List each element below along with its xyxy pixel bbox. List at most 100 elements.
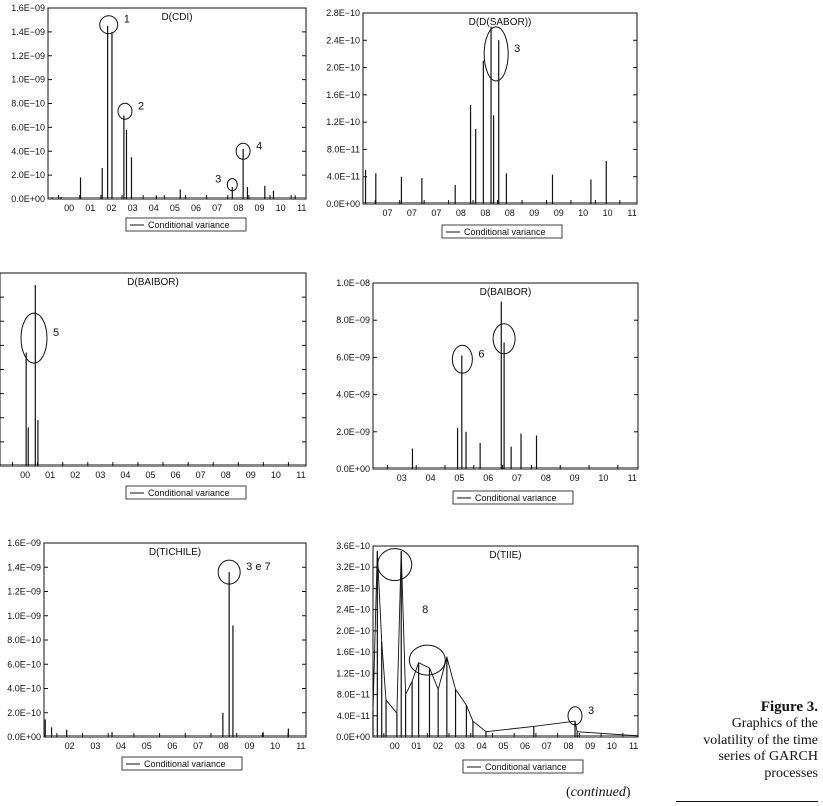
x-tick-label: 10 bbox=[270, 741, 280, 751]
x-tick-label: 04 bbox=[477, 741, 487, 751]
annotation-label: 3 bbox=[514, 43, 520, 55]
figure-description-line: Graphics of the bbox=[731, 716, 818, 731]
x-tick-label: 07 bbox=[212, 203, 222, 213]
x-tick-label: 11 bbox=[629, 741, 638, 751]
x-tick-label: 03 bbox=[90, 741, 100, 751]
chart-title: D(TICHILE) bbox=[149, 547, 201, 558]
x-tick-label: 02 bbox=[70, 470, 80, 480]
caption-rule bbox=[676, 801, 818, 802]
x-tick-label: 07 bbox=[542, 741, 552, 751]
y-tick-label: 0.0E+00 bbox=[326, 199, 360, 209]
x-tick-label: 03 bbox=[95, 470, 105, 480]
figure-description-line: processes bbox=[764, 765, 818, 781]
x-tick-label: 07 bbox=[193, 741, 203, 751]
x-tick-label: 10 bbox=[598, 473, 608, 483]
y-tick-label: 1.6E−10 bbox=[336, 647, 370, 657]
x-tick-label: 07 bbox=[196, 470, 206, 480]
legend-box bbox=[125, 485, 247, 500]
annotation-label: 1 bbox=[124, 14, 130, 26]
x-tick-label: 02 bbox=[433, 741, 443, 751]
x-tick-label: 10 bbox=[603, 208, 613, 218]
x-tick-label: 03 bbox=[455, 741, 465, 751]
y-tick-label: 4.0E−11 bbox=[337, 711, 370, 721]
legend-label: Conditional variance bbox=[144, 759, 226, 769]
x-tick-label: 08 bbox=[541, 473, 551, 483]
y-tick-label: 4.0E−10 bbox=[7, 684, 41, 694]
x-tick-label: 06 bbox=[520, 741, 530, 751]
x-tick-label: 01 bbox=[45, 470, 55, 480]
x-tick-label: 10 bbox=[578, 208, 588, 218]
y-tick-label: 1.6E−10 bbox=[326, 90, 360, 100]
plot-frame bbox=[0, 272, 307, 467]
legend-label: Conditional variance bbox=[485, 762, 567, 772]
y-tick-label: 1.2E−10 bbox=[326, 117, 360, 127]
series-line bbox=[372, 551, 639, 737]
y-tick-label: 0.0E+00 bbox=[336, 732, 370, 742]
chart-baibor-b: 1.0E−08 8.0E−09 6.0E−09 4.0E−09 2.0E−09 0.0E+… bbox=[336, 278, 639, 505]
legend-box bbox=[441, 224, 563, 239]
legend-box bbox=[121, 756, 243, 771]
continued-note: (continued) bbox=[566, 785, 631, 800]
x-tick-label: 05 bbox=[142, 741, 152, 751]
y-tick-label: 4.0E−10 bbox=[11, 146, 45, 156]
x-tick-label: 08 bbox=[456, 208, 466, 218]
y-tick-label: 1.2E−09 bbox=[11, 51, 45, 61]
x-tick-label: 06 bbox=[167, 741, 177, 751]
x-tick-label: 07 bbox=[382, 208, 392, 218]
y-tick-label: 0.0E+00 bbox=[11, 194, 45, 204]
annotation-circle bbox=[226, 178, 238, 192]
x-tick-label: 05 bbox=[145, 470, 155, 480]
x-tick-label: 00 bbox=[390, 741, 400, 751]
x-tick-label: 04 bbox=[116, 741, 126, 751]
y-tick-label: 1.2E−10 bbox=[336, 668, 370, 678]
annotation-circle bbox=[483, 26, 509, 82]
x-tick-label: 11 bbox=[297, 203, 306, 213]
x-tick-label: 11 bbox=[296, 470, 305, 480]
x-tick-label: 08 bbox=[233, 203, 243, 213]
y-tick-label: 2.0E−10 bbox=[326, 63, 360, 73]
chart-sabor: 2.8E−10 2.4E−10 2.0E−10 1.6E−10 1.2E−10 8.0E−… bbox=[326, 8, 638, 239]
annotation-label: 3 e 7 bbox=[246, 561, 270, 573]
y-tick-label: 3.6E−10 bbox=[336, 541, 370, 551]
legend-label: Conditional variance bbox=[464, 227, 546, 237]
figure-description-line: series of GARCH bbox=[718, 749, 818, 764]
x-tick-label: 07 bbox=[431, 208, 441, 218]
annotation-circle bbox=[492, 323, 516, 355]
x-tick-label: 08 bbox=[505, 208, 515, 218]
x-tick-label: 08 bbox=[480, 208, 490, 218]
annotation-label: 8 bbox=[422, 604, 428, 616]
plot-frame bbox=[47, 7, 307, 200]
x-tick-label: 02 bbox=[65, 741, 75, 751]
y-tick-label: 2.0E−10 bbox=[336, 626, 370, 636]
x-tick-label: 07 bbox=[407, 208, 417, 218]
y-tick-label: 0.0E+00 bbox=[7, 732, 41, 742]
legend-label: Conditional variance bbox=[148, 220, 230, 230]
legend-box bbox=[452, 490, 574, 505]
y-tick-label: 4.0E−11 bbox=[327, 172, 360, 182]
y-tick-label: 6.0E−10 bbox=[11, 122, 45, 132]
annotation-label: 4 bbox=[256, 140, 262, 152]
x-tick-label: 09 bbox=[529, 208, 539, 218]
x-tick-label: 11 bbox=[296, 741, 305, 751]
x-tick-label: 09 bbox=[254, 203, 264, 213]
chart-title: D(TIIE) bbox=[489, 550, 521, 561]
plot-frame bbox=[372, 545, 639, 738]
x-tick-label: 03 bbox=[128, 203, 138, 213]
y-tick-label: 0.0E+00 bbox=[336, 464, 370, 474]
y-tick-label: 2.4E−10 bbox=[336, 605, 370, 615]
annotation-circle bbox=[567, 706, 583, 726]
x-tick-label: 09 bbox=[554, 208, 564, 218]
chart-title: D(D(SABOR)) bbox=[469, 17, 532, 28]
chart-title: D(BAIBOR) bbox=[480, 287, 532, 298]
x-tick-label: 00 bbox=[20, 470, 30, 480]
annotation-label: 5 bbox=[53, 327, 59, 339]
chart-tiie: 3.6E−10 3.2E−10 2.8E−10 2.4E−10 2.0E−10 1.6E−… bbox=[336, 541, 639, 774]
continued-text: continued bbox=[570, 785, 626, 800]
y-tick-label: 1.0E−08 bbox=[336, 278, 370, 288]
plot-frame bbox=[362, 12, 638, 205]
x-tick-label: 03 bbox=[397, 473, 407, 483]
x-tick-label: 08 bbox=[563, 741, 573, 751]
x-tick-label: 10 bbox=[607, 741, 617, 751]
figure-caption: Figure 3. Graphics of the volatility of … bbox=[660, 699, 818, 782]
